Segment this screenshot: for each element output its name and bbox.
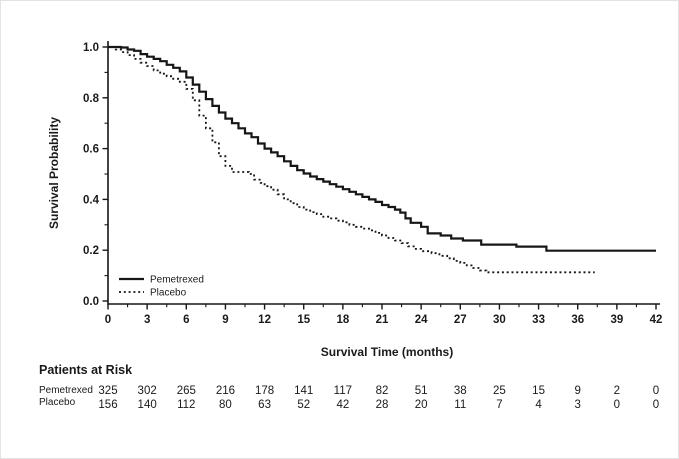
risk-row-label-placebo: Placebo xyxy=(39,397,76,408)
x-tick-label: 18 xyxy=(336,314,349,326)
axis-tick-labels: 0 3 6 9 12 15 18 21 24 27 30 33 36 39 420.00.20.40.60.… xyxy=(83,42,662,326)
x-tick-label: 27 xyxy=(454,314,467,326)
risk-row-label-pemetrexed: Pemetrexed xyxy=(39,385,93,396)
risk-value-placebo: 63 xyxy=(258,399,271,411)
patients-at-risk-table: Patients at Risk Pemetrexed Placebo 325 3… xyxy=(39,363,659,411)
risk-value-pemetrexed: 141 xyxy=(294,385,313,397)
risk-value-placebo: 28 xyxy=(376,399,389,411)
y-tick-label: 1.0 xyxy=(83,42,99,54)
legend-label-pemetrexed: Pemetrexed xyxy=(150,275,204,286)
x-tick-label: 39 xyxy=(610,314,623,326)
risk-value-placebo: 7 xyxy=(496,399,502,411)
x-tick-label: 0 xyxy=(105,314,111,326)
risk-value-placebo: 0 xyxy=(614,399,620,411)
legend-label-placebo: Placebo xyxy=(150,288,187,299)
risk-value-pemetrexed: 38 xyxy=(454,385,467,397)
risk-value-placebo: 140 xyxy=(138,399,157,411)
risk-value-pemetrexed: 25 xyxy=(493,385,506,397)
x-tick-label: 42 xyxy=(650,314,663,326)
risk-value-pemetrexed: 265 xyxy=(177,385,196,397)
x-tick-label: 12 xyxy=(258,314,271,326)
risk-value-pemetrexed: 9 xyxy=(575,385,581,397)
x-tick-label: 9 xyxy=(222,314,228,326)
x-tick-label: 3 xyxy=(144,314,150,326)
risk-value-placebo: 0 xyxy=(653,399,659,411)
curve-placebo xyxy=(108,46,595,274)
curve-pemetrexed xyxy=(108,45,656,252)
risk-value-placebo: 20 xyxy=(415,399,428,411)
x-tick-label: 36 xyxy=(571,314,584,326)
y-tick-label: 0.2 xyxy=(83,245,99,257)
risk-value-placebo: 3 xyxy=(575,399,581,411)
risk-value-pemetrexed: 0 xyxy=(653,385,659,397)
risk-value-pemetrexed: 51 xyxy=(415,385,428,397)
y-tick-label: 0.6 xyxy=(83,144,99,156)
patients-at-risk-title: Patients at Risk xyxy=(39,363,132,377)
risk-value-placebo: 52 xyxy=(297,399,310,411)
axes xyxy=(107,41,660,305)
risk-value-pemetrexed: 325 xyxy=(98,385,117,397)
x-axis-title: Survival Time (months) xyxy=(321,345,453,359)
risk-value-placebo: 156 xyxy=(98,399,117,411)
risk-value-pemetrexed: 82 xyxy=(376,385,389,397)
risk-value-pemetrexed: 216 xyxy=(216,385,235,397)
x-tick-label: 30 xyxy=(493,314,506,326)
risk-value-placebo: 112 xyxy=(177,399,195,411)
x-tick-label: 21 xyxy=(376,314,389,326)
x-tick-label: 15 xyxy=(297,314,310,326)
risk-value-pemetrexed: 15 xyxy=(532,385,545,397)
risk-value-pemetrexed: 302 xyxy=(138,385,157,397)
survival-curves xyxy=(108,45,656,274)
risk-value-placebo: 80 xyxy=(219,399,232,411)
x-tick-label: 6 xyxy=(183,314,189,326)
risk-value-placebo: 11 xyxy=(454,399,466,411)
x-tick-label: 24 xyxy=(415,314,428,326)
risk-value-pemetrexed: 178 xyxy=(255,385,274,397)
x-tick-label: 33 xyxy=(532,314,545,326)
y-tick-label: 0.0 xyxy=(83,296,99,308)
y-axis-title: Survival Probability xyxy=(47,117,61,229)
risk-value-pemetrexed: 117 xyxy=(334,385,352,397)
risk-value-placebo: 42 xyxy=(336,399,349,411)
risk-value-placebo: 4 xyxy=(535,399,542,411)
axis-ticks xyxy=(102,46,657,310)
y-tick-label: 0.8 xyxy=(83,93,100,105)
y-tick-label: 0.4 xyxy=(83,194,100,206)
risk-value-pemetrexed: 2 xyxy=(614,385,620,397)
legend: Pemetrexed Placebo xyxy=(119,275,204,299)
